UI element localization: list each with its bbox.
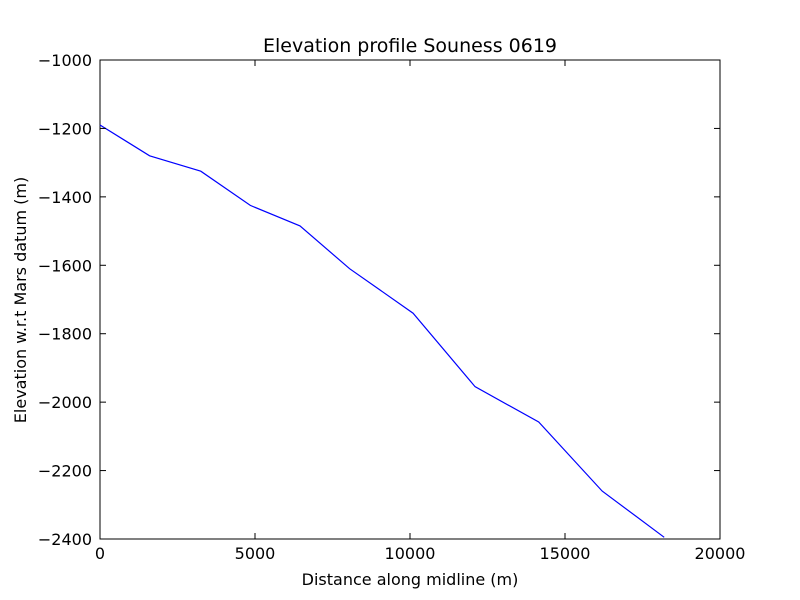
- y-tick-label: −1400: [38, 188, 92, 207]
- y-tick-label: −2000: [38, 393, 92, 412]
- x-tick-label: 10000: [385, 544, 436, 563]
- chart-title: Elevation profile Souness 0619: [263, 35, 557, 57]
- x-tick-label: 15000: [540, 544, 591, 563]
- plot-area: [99, 59, 721, 540]
- y-tick-label: −1200: [38, 119, 92, 138]
- series-layer: [99, 124, 665, 538]
- x-axis-label: Distance along midline (m): [302, 570, 519, 589]
- y-tick-label: −1600: [38, 256, 92, 275]
- y-tick-label: −1800: [38, 325, 92, 344]
- plot-frame: [99, 59, 721, 540]
- y-tick-label: −2200: [38, 462, 92, 481]
- y-tick-label: −1000: [38, 51, 92, 70]
- x-tick-label: 5000: [235, 544, 276, 563]
- x-tick-label: 20000: [695, 544, 746, 563]
- x-tick-label: 0: [95, 544, 105, 563]
- series-line-0: [99, 124, 665, 538]
- y-tick-label: −2400: [38, 530, 92, 549]
- y-axis-ticks: −1000 −1200 −1400 −1600 −1800 −2000 −2200 −2400: [38, 51, 720, 549]
- y-axis-label: Elevation w.r.t Mars datum (m): [11, 177, 30, 423]
- x-axis-ticks: 0 5000 10000 15000 20000: [95, 60, 746, 563]
